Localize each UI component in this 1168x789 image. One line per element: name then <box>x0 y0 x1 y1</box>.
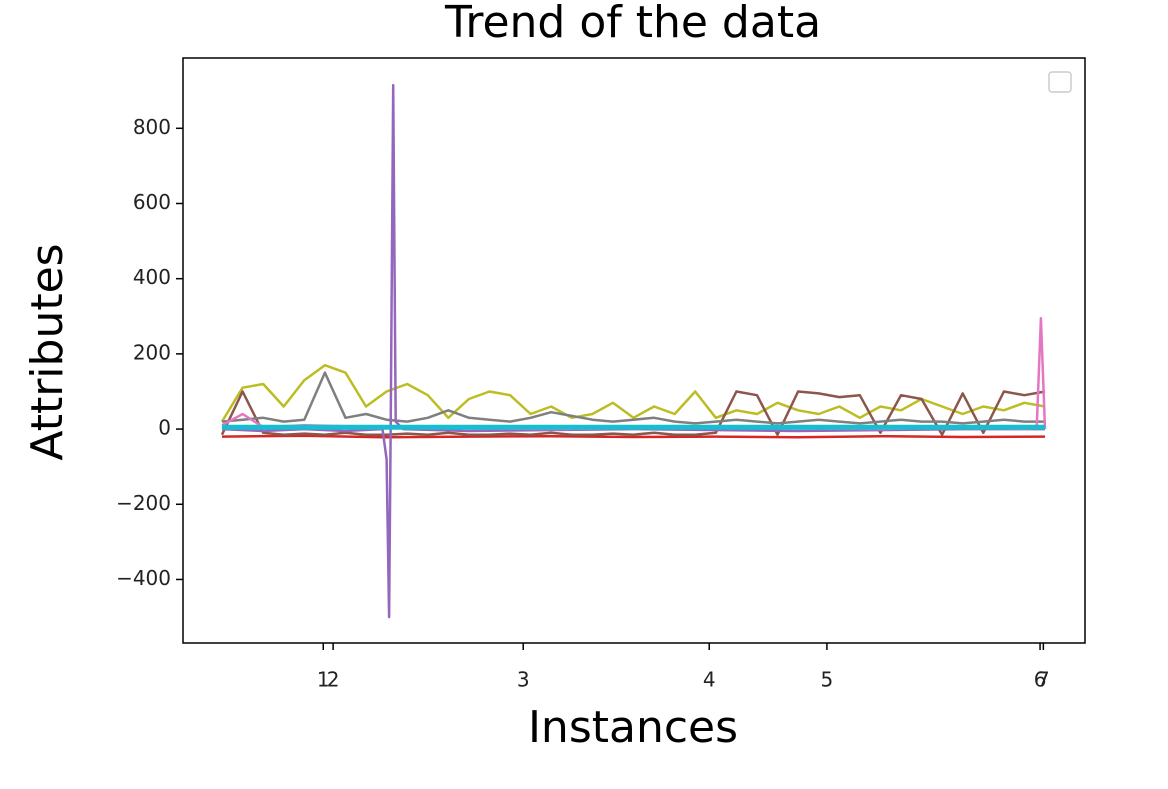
y-tick-label: 600 <box>133 190 171 214</box>
y-tick-label: 200 <box>133 340 171 364</box>
x-tick-label: 6 <box>1034 668 1047 692</box>
series-line <box>221 83 1045 619</box>
y-tick-label: 400 <box>133 265 171 289</box>
y-tick-label: −400 <box>116 566 171 590</box>
y-tick-label: 800 <box>133 115 171 139</box>
x-tick-label: 5 <box>821 668 834 692</box>
plot-area <box>220 83 1047 619</box>
series-line <box>220 390 1046 436</box>
series-line <box>221 434 1046 439</box>
x-tick-label: 2 <box>327 668 340 692</box>
x-tick-label: 1 <box>317 668 330 692</box>
y-axis-label: Attributes <box>22 243 73 460</box>
axes-frame <box>182 57 1086 644</box>
x-tick-label: 7 <box>1037 668 1050 692</box>
legend <box>1048 71 1072 93</box>
x-tick-label: 3 <box>517 668 530 692</box>
y-tick-label: −200 <box>116 491 171 515</box>
series-line <box>221 371 1045 425</box>
x-axis-label: Instances <box>528 702 738 753</box>
x-tick-label: 4 <box>703 668 716 692</box>
series-line <box>220 363 1046 423</box>
y-tick-label: 0 <box>158 416 171 440</box>
chart-title: Trend of the data <box>444 0 821 48</box>
